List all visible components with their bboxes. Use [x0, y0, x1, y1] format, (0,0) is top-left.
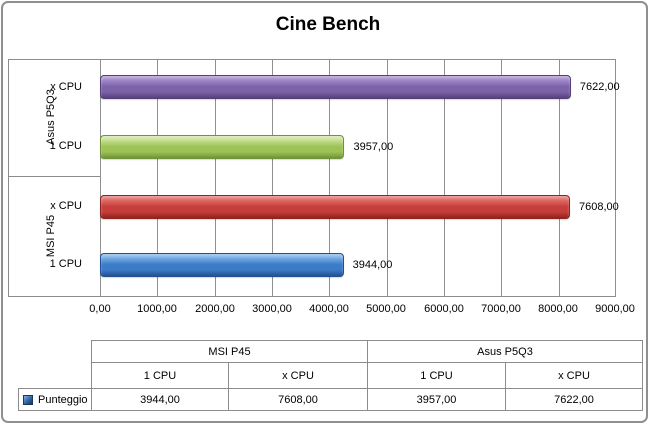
bar-row-msi-1-cpu: 3944,00: [100, 253, 650, 277]
table-value-cell: 7622,00: [505, 388, 643, 411]
category-label: 1 CPU: [49, 258, 82, 270]
x-tick-label: 0,00: [89, 303, 111, 315]
x-tick-label: 9000,00: [595, 303, 635, 315]
bar-value-label: 3957,00: [353, 141, 394, 153]
table-value-cell: 7608,00: [228, 388, 368, 411]
x-tick-label: 2000,00: [195, 303, 235, 315]
series-key-icon: [23, 394, 33, 405]
bar-asus-x-cpu: [100, 75, 571, 99]
bar-row-msi-x-cpu: 7608,00: [100, 195, 650, 219]
gridline: [501, 59, 503, 296]
bar-row-asus-x-cpu: 7622,00: [100, 75, 650, 99]
bar-row-asus-1-cpu: 3957,00: [100, 135, 650, 159]
category-label: 1 CPU: [49, 140, 82, 152]
table-group-header-asus-p5q3: Asus P5Q3: [367, 340, 643, 363]
gridline: [558, 59, 560, 296]
series-name-label: Punteggio: [38, 393, 88, 406]
table-value-cell: 3957,00: [367, 388, 506, 411]
x-tick-label: 7000,00: [481, 303, 521, 315]
gridline: [386, 59, 388, 296]
table-sub-header: x CPU: [228, 362, 368, 389]
table-sub-header: x CPU: [505, 362, 643, 389]
gridline: [329, 59, 331, 296]
gridline: [157, 59, 159, 296]
plot-top-border: [8, 59, 616, 60]
x-tick-label: 3000,00: [252, 303, 292, 315]
x-tick-label: 8000,00: [538, 303, 578, 315]
bar-asus-1-cpu: [100, 135, 345, 159]
bar-value-label: 7608,00: [579, 201, 619, 213]
axis-group-label-msi-p45: MSI P45: [45, 214, 57, 258]
gridline: [214, 59, 216, 296]
gridline: [271, 59, 273, 296]
x-tick-label: 4000,00: [309, 303, 349, 315]
bar-value-label: 3944,00: [352, 259, 393, 271]
legend-cell: Punteggio: [18, 388, 92, 411]
category-area-left-border: [8, 59, 9, 296]
table-sub-header: 1 CPU: [367, 362, 506, 389]
table-value-cell: 3944,00: [91, 388, 229, 411]
gridline: [444, 59, 445, 296]
table-corner-blank: [19, 341, 92, 363]
bar-msi-x-cpu: [100, 195, 570, 219]
category-group-divider: [8, 176, 100, 177]
plot-area: 7622,00 3957,00 7608,00 3944,00: [100, 59, 620, 296]
chart-title: Cine Bench: [275, 14, 381, 35]
gridline: [615, 59, 616, 296]
category-label: x CPU: [50, 81, 82, 93]
x-tick-label: 5000,00: [366, 303, 406, 315]
x-axis-line: [8, 296, 616, 297]
gridline: [100, 59, 101, 296]
x-tick-label: 6000,00: [424, 303, 464, 315]
bar-value-label: 7622,00: [579, 81, 620, 93]
table-sub-header: 1 CPU: [91, 362, 229, 389]
x-tick-label: 1000,00: [137, 303, 177, 315]
chart-data-table: MSI P45 Asus P5Q3 1 CPU x CPU 1 CPU x CP…: [18, 340, 643, 411]
category-label: x CPU: [50, 200, 82, 212]
table-corner-blank: [19, 363, 92, 389]
table-group-header-msi-p45: MSI P45: [91, 340, 368, 363]
bar-msi-1-cpu: [100, 253, 344, 277]
